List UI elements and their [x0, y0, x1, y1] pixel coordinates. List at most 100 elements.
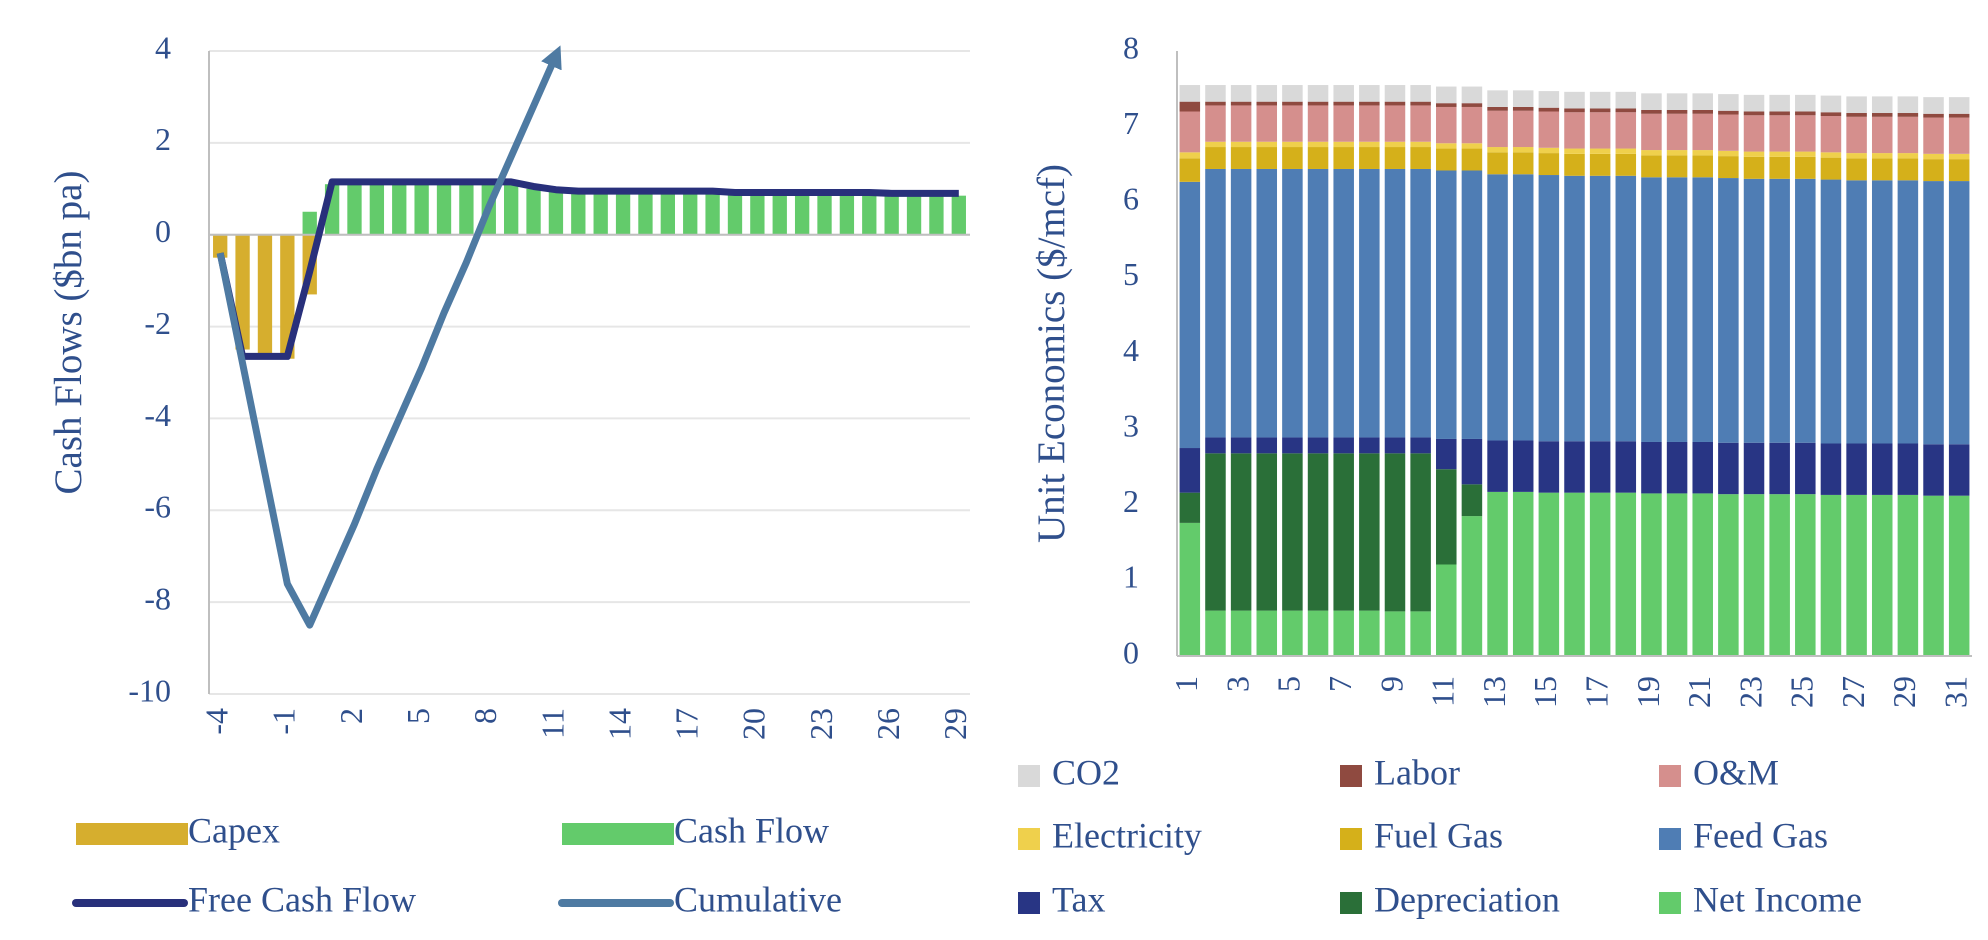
x-tick-label: -1 — [266, 708, 302, 735]
bar-segment — [1307, 147, 1329, 169]
bar-segment — [1743, 156, 1765, 179]
y-tick-label: -4 — [144, 397, 171, 433]
bar — [862, 194, 877, 235]
bar-segment — [1692, 93, 1713, 110]
legend-label: Capex — [188, 810, 280, 850]
bar-segment — [1205, 168, 1226, 438]
bar-segment — [1359, 101, 1380, 106]
bar-segment — [1795, 494, 1816, 656]
bar-segment — [1307, 141, 1329, 148]
bar-segment — [1230, 610, 1252, 656]
bar-segment — [1461, 484, 1483, 517]
bar-segment — [1666, 113, 1688, 151]
bar-segment — [1923, 159, 1944, 182]
x-tick-label: 21 — [1681, 676, 1717, 708]
legend-swatch — [1659, 828, 1681, 850]
x-tick-label: 5 — [1271, 676, 1307, 692]
bar-segment — [1743, 111, 1765, 116]
bar-segment — [1461, 106, 1483, 144]
bar — [929, 195, 944, 235]
bar-segment — [1282, 453, 1303, 611]
bar-segment — [1820, 179, 1842, 444]
bar-segment — [1359, 147, 1380, 169]
x-tick-label: 11 — [534, 708, 570, 739]
bar-segment — [1666, 493, 1688, 656]
legend-label: CO2 — [1052, 752, 1120, 792]
bar-segment — [1179, 492, 1201, 523]
bar-segment — [1846, 443, 1867, 495]
x-tick-label: 8 — [467, 708, 503, 724]
bar-segment — [1384, 105, 1406, 142]
bar-segment — [1230, 101, 1252, 106]
legend-label: Depreciation — [1374, 879, 1560, 919]
bar-segment — [1538, 111, 1560, 148]
bar-segment — [1230, 85, 1252, 102]
y-axis-title: Unit Economics ($/mcf) — [1030, 164, 1073, 543]
bar-segment — [1615, 91, 1637, 109]
bar — [705, 193, 720, 235]
bar-segment — [1589, 153, 1611, 176]
bar-segment — [1205, 437, 1226, 454]
y-tick-label: 6 — [1123, 181, 1139, 217]
bar-segment — [1333, 105, 1354, 142]
x-tick-label: 20 — [736, 708, 772, 740]
bar — [571, 193, 586, 235]
bar-segment — [1589, 492, 1611, 656]
bar-segment — [1538, 107, 1560, 112]
bar-segment — [1615, 148, 1637, 154]
bar-segment — [1230, 453, 1252, 611]
x-tick-label: -4 — [199, 708, 235, 735]
bar-segment — [1871, 96, 1893, 114]
bar-segment — [1948, 159, 1970, 182]
bar-segment — [1307, 453, 1329, 611]
bar-segment — [1205, 141, 1226, 148]
bar-segment — [1795, 94, 1816, 112]
bar-segment — [1820, 494, 1842, 656]
bar-segment — [1384, 85, 1406, 102]
legend-swatch — [562, 823, 674, 845]
x-tick-label: 5 — [400, 708, 436, 724]
bar-segment — [1205, 453, 1226, 611]
y-tick-label: -8 — [144, 580, 171, 616]
bar-segment — [1718, 442, 1739, 495]
bar-segment — [1641, 109, 1662, 114]
bar-segment — [1487, 152, 1508, 175]
bar-segment — [1897, 443, 1919, 495]
bar — [772, 194, 787, 235]
bar-segment — [1436, 106, 1457, 144]
bar-segment — [1256, 168, 1278, 438]
bar-segment — [1410, 611, 1431, 656]
bar-segment — [1564, 492, 1585, 656]
bar-segment — [1923, 444, 1944, 496]
bar-segment — [1384, 141, 1406, 148]
bar-segment — [1666, 150, 1688, 156]
y-tick-label: -10 — [128, 672, 171, 708]
legend-label: Cash Flow — [674, 810, 829, 850]
bar-segment — [1333, 147, 1354, 169]
bar — [347, 184, 362, 235]
bar-segment — [1307, 105, 1329, 142]
bar-segment — [1461, 86, 1483, 104]
bar-segment — [1461, 148, 1483, 171]
bar-segment — [1307, 610, 1329, 656]
x-tick-label: 29 — [1886, 676, 1922, 708]
bar-segment — [1179, 101, 1201, 112]
bar-segment — [1718, 494, 1739, 656]
bar-segment — [1769, 494, 1790, 656]
bar-segment — [1436, 103, 1457, 107]
bar-segment — [1230, 168, 1252, 438]
x-tick-label: 17 — [669, 708, 705, 740]
legend-swatch — [1659, 765, 1681, 787]
bar-segment — [1795, 442, 1816, 495]
bar-segment — [1307, 85, 1329, 102]
bar-segment — [1333, 101, 1354, 106]
bar-segment — [1564, 108, 1585, 113]
bar-segment — [1307, 101, 1329, 106]
bar-segment — [1512, 110, 1534, 148]
bar-segment — [1692, 493, 1713, 656]
bar-segment — [1615, 108, 1637, 113]
y-tick-label: 2 — [155, 121, 171, 157]
bar-segment — [1333, 437, 1354, 454]
legend-label: O&M — [1693, 752, 1779, 792]
